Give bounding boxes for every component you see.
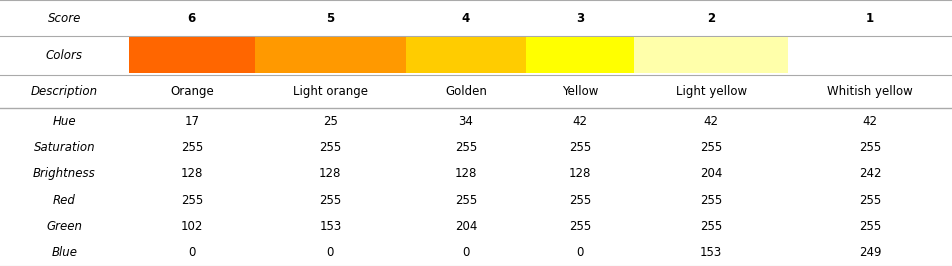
Text: Saturation: Saturation — [33, 141, 95, 154]
Text: 34: 34 — [459, 115, 473, 128]
Text: Hue: Hue — [52, 115, 76, 128]
Text: 0: 0 — [327, 246, 334, 259]
Text: 255: 255 — [859, 141, 882, 154]
Text: 25: 25 — [323, 115, 338, 128]
Text: 242: 242 — [859, 167, 882, 180]
Text: 1: 1 — [866, 11, 874, 24]
Text: 255: 255 — [859, 220, 882, 233]
Text: 42: 42 — [863, 115, 878, 128]
Text: 255: 255 — [700, 194, 723, 207]
Text: 255: 255 — [181, 194, 203, 207]
Text: Red: Red — [52, 194, 76, 207]
Text: Blue: Blue — [51, 246, 77, 259]
Text: Whitish yellow: Whitish yellow — [827, 85, 913, 98]
Text: 255: 255 — [319, 141, 342, 154]
Text: 17: 17 — [185, 115, 199, 128]
Text: 128: 128 — [181, 167, 203, 180]
Text: 249: 249 — [859, 246, 882, 259]
Text: 255: 255 — [569, 194, 591, 207]
Text: 255: 255 — [455, 194, 477, 207]
Text: 255: 255 — [700, 220, 723, 233]
Text: 3: 3 — [576, 11, 585, 24]
Text: 0: 0 — [463, 246, 469, 259]
Bar — [255, 37, 406, 73]
Text: Yellow: Yellow — [562, 85, 599, 98]
Text: 204: 204 — [455, 220, 477, 233]
Text: 204: 204 — [700, 167, 723, 180]
Text: Light orange: Light orange — [293, 85, 367, 98]
Text: Green: Green — [47, 220, 82, 233]
Text: 128: 128 — [319, 167, 342, 180]
Text: 255: 255 — [569, 141, 591, 154]
Text: 153: 153 — [700, 246, 723, 259]
Text: 128: 128 — [569, 167, 591, 180]
Text: Colors: Colors — [46, 49, 83, 62]
Bar — [526, 37, 634, 73]
Text: Description: Description — [30, 85, 98, 98]
Text: 4: 4 — [462, 11, 470, 24]
Text: 5: 5 — [327, 11, 334, 24]
Text: Orange: Orange — [170, 85, 213, 98]
Text: 102: 102 — [181, 220, 203, 233]
Text: 255: 255 — [859, 194, 882, 207]
Text: 42: 42 — [704, 115, 719, 128]
Bar — [634, 37, 788, 73]
Text: 42: 42 — [573, 115, 587, 128]
Bar — [129, 37, 255, 73]
Bar — [406, 37, 526, 73]
Text: 255: 255 — [319, 194, 342, 207]
Text: 255: 255 — [455, 141, 477, 154]
Text: 0: 0 — [188, 246, 195, 259]
Text: 255: 255 — [700, 141, 723, 154]
Text: 153: 153 — [319, 220, 342, 233]
Text: Light yellow: Light yellow — [676, 85, 746, 98]
Text: 2: 2 — [707, 11, 715, 24]
Text: 255: 255 — [569, 220, 591, 233]
Text: 255: 255 — [181, 141, 203, 154]
Text: Golden: Golden — [446, 85, 486, 98]
Text: 128: 128 — [455, 167, 477, 180]
Text: Score: Score — [48, 11, 81, 24]
Text: Brightness: Brightness — [33, 167, 95, 180]
Text: 6: 6 — [188, 11, 196, 24]
Text: 0: 0 — [577, 246, 584, 259]
